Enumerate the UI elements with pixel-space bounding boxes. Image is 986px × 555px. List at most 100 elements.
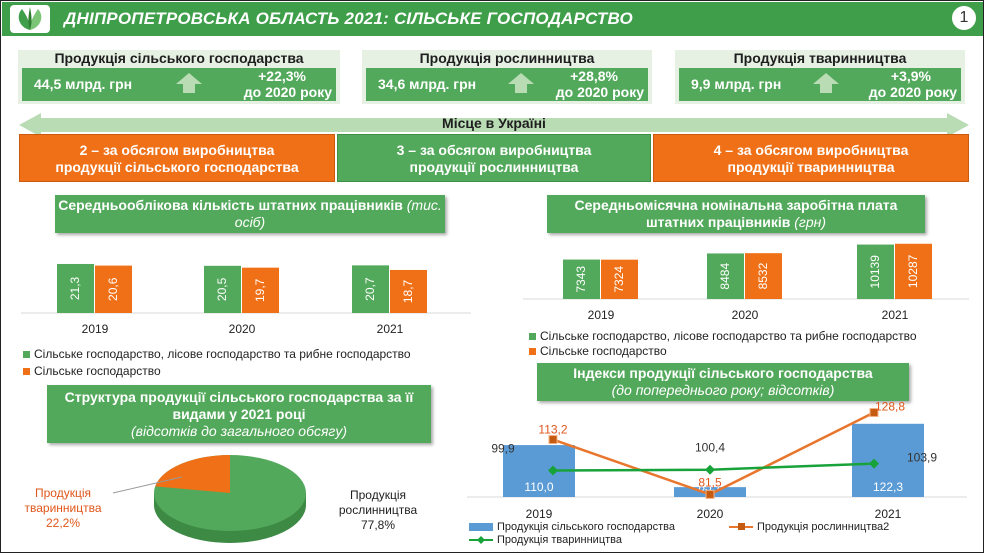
legend-item: Сільське господарство, лісове господарст…: [529, 329, 917, 343]
legend-marker: [477, 536, 485, 544]
arrow-up-icon: [508, 73, 534, 93]
rank-line1: 2 – за обсягом виробництва: [79, 142, 275, 158]
legend-swatch: [529, 333, 536, 341]
chart-title-text: Середньооблікова кількість штатних праці…: [58, 197, 403, 213]
chart4-title: Індекси продукції сільського господарств…: [537, 363, 909, 401]
bar: [242, 267, 279, 313]
x-tick-label: 2020: [697, 507, 724, 521]
pie-label: рослинництва: [339, 503, 418, 517]
header-bar: ДНІПРОПЕТРОВСЬКА ОБЛАСТЬ 2021: СІЛЬСЬКЕ …: [2, 2, 983, 36]
line-value-label: 81,5: [698, 475, 722, 489]
legend-swatch: [469, 523, 493, 531]
bar: [390, 269, 427, 313]
chart-unit: (до попереднього року; відсотків): [611, 382, 835, 398]
kpi-title: Продукція тваринництва: [733, 50, 907, 66]
bar: [852, 423, 924, 497]
legend-label: Сільське господарство: [34, 364, 161, 378]
legend-item: Сільське господарство: [23, 364, 161, 378]
kpi-note: до 2020 року: [868, 84, 957, 100]
bar: [601, 259, 638, 299]
kpi-card-agriculture: Продукція сільського господарства 44,5 м…: [18, 50, 340, 104]
marker-crops: [869, 408, 879, 418]
kpi-card-livestock: Продукція тваринництва 9,9 млрд. грн +3,…: [675, 50, 965, 104]
rank-line1: 3 – за обсягом виробництва: [396, 142, 592, 158]
legend-item: Сільське господарство: [529, 344, 667, 358]
rank-box-livestock: 4 – за обсягом виробництва продукції тва…: [653, 134, 969, 182]
bar-value-label: 10139: [868, 255, 882, 289]
marker-crops: [548, 435, 558, 445]
bar: [895, 243, 932, 299]
bar: [57, 263, 94, 313]
x-tick-label: 2019: [82, 322, 109, 336]
kpi-note: до 2020 року: [555, 84, 644, 100]
legend-label: Сільське господарство: [540, 344, 667, 358]
bar: [563, 259, 600, 299]
pie-label: 77,8%: [361, 518, 395, 532]
legend-label: Продукція сільського господарства: [497, 521, 676, 533]
bar-value-label: 19,7: [253, 278, 267, 302]
double-arrow-banner: [19, 113, 969, 137]
legend-swatch: [23, 351, 30, 359]
line-value-label: 113,2: [538, 423, 567, 437]
rank-box-crops: 3 – за обсягом виробництва продукції рос…: [337, 134, 651, 182]
legend-swatch: [23, 368, 30, 376]
kpi-percent: +3,9%: [890, 68, 931, 84]
chart-svg: Продукціятваринництва22,2%Продукціяросли…: [24, 455, 418, 543]
line-value-label: 100,4: [695, 441, 725, 455]
bar-value-label: 20,6: [106, 277, 120, 301]
kpi-percent: +28,8%: [570, 68, 618, 84]
bar-value-label: 8532: [756, 262, 770, 289]
bar-value-label: 20,5: [215, 277, 229, 301]
kpi-value: 44,5 млрд. грн: [34, 76, 133, 92]
marker-livestock: [705, 464, 715, 475]
legend-label: Сільське господарство, лісове господарст…: [34, 347, 411, 361]
kpi-percent: +22,3%: [258, 68, 306, 84]
marker-livestock: [869, 458, 879, 469]
chart2-title: Середньомісячна номінальна заробітна пла…: [547, 195, 925, 233]
legend-label: Продукція тваринництва: [497, 534, 623, 546]
legend-swatch: [529, 348, 536, 356]
pie-label: 22,2%: [46, 516, 80, 530]
rank-line2: продукції рослинництва: [409, 159, 579, 175]
kpi-title: Продукція рослинництва: [419, 50, 595, 66]
bar: [745, 253, 782, 299]
bar-value-label: 7343: [574, 266, 588, 293]
bar-value-label: 10287: [906, 254, 920, 288]
line-value-label: 128,8: [875, 401, 905, 414]
bar-value-label: 18,7: [401, 279, 415, 303]
chart-unit: (тис. осіб): [234, 197, 442, 230]
bar: [95, 265, 132, 313]
x-tick-label: 2020: [732, 308, 759, 322]
kpi-note: до 2020 року: [243, 84, 332, 100]
bar-value-label: 21,3: [68, 276, 82, 300]
kpi-value: 34,6 млрд. грн: [378, 76, 477, 92]
kpi-value: 9,9 млрд. грн: [691, 76, 782, 92]
legend-label: Продукція рослинництва2: [757, 521, 889, 533]
bar: [707, 253, 744, 299]
x-tick-label: 2020: [229, 322, 256, 336]
leaf-logo-icon: [10, 5, 50, 33]
page-title: ДНІПРОПЕТРОВСЬКА ОБЛАСТЬ 2021: СІЛЬСЬКЕ …: [64, 9, 633, 28]
arrow-up-icon: [813, 73, 839, 93]
chart3-title: Структура продукції сільського господарс…: [47, 385, 431, 443]
rank-line2: продукції сільського господарства: [55, 159, 299, 175]
pie-label: Продукція: [35, 486, 91, 500]
x-tick-label: 2021: [377, 322, 404, 336]
rank-label: Місце в Україні: [442, 115, 546, 131]
kpi-title: Продукція сільського господарства: [54, 50, 304, 66]
line-value-label: 103,9: [907, 451, 937, 465]
chart-unit: (грн): [794, 214, 826, 230]
chart-unit: (відсотків до загального обсягу): [131, 423, 347, 439]
marker-crops: [705, 489, 715, 499]
legend-item: Сільське господарство, лісове господарст…: [23, 347, 411, 361]
pie-slice: [155, 455, 230, 493]
legend-marker: [738, 523, 745, 530]
chart-title-text: Структура продукції сільського господарс…: [64, 389, 414, 422]
bar: [857, 244, 894, 299]
x-tick-label: 2019: [588, 308, 615, 322]
kpi-card-crops: Продукція рослинництва 34,6 млрд. грн +2…: [362, 50, 652, 104]
bar-value-label: 20,7: [363, 277, 377, 301]
line-value-label: 99,9: [491, 442, 515, 456]
